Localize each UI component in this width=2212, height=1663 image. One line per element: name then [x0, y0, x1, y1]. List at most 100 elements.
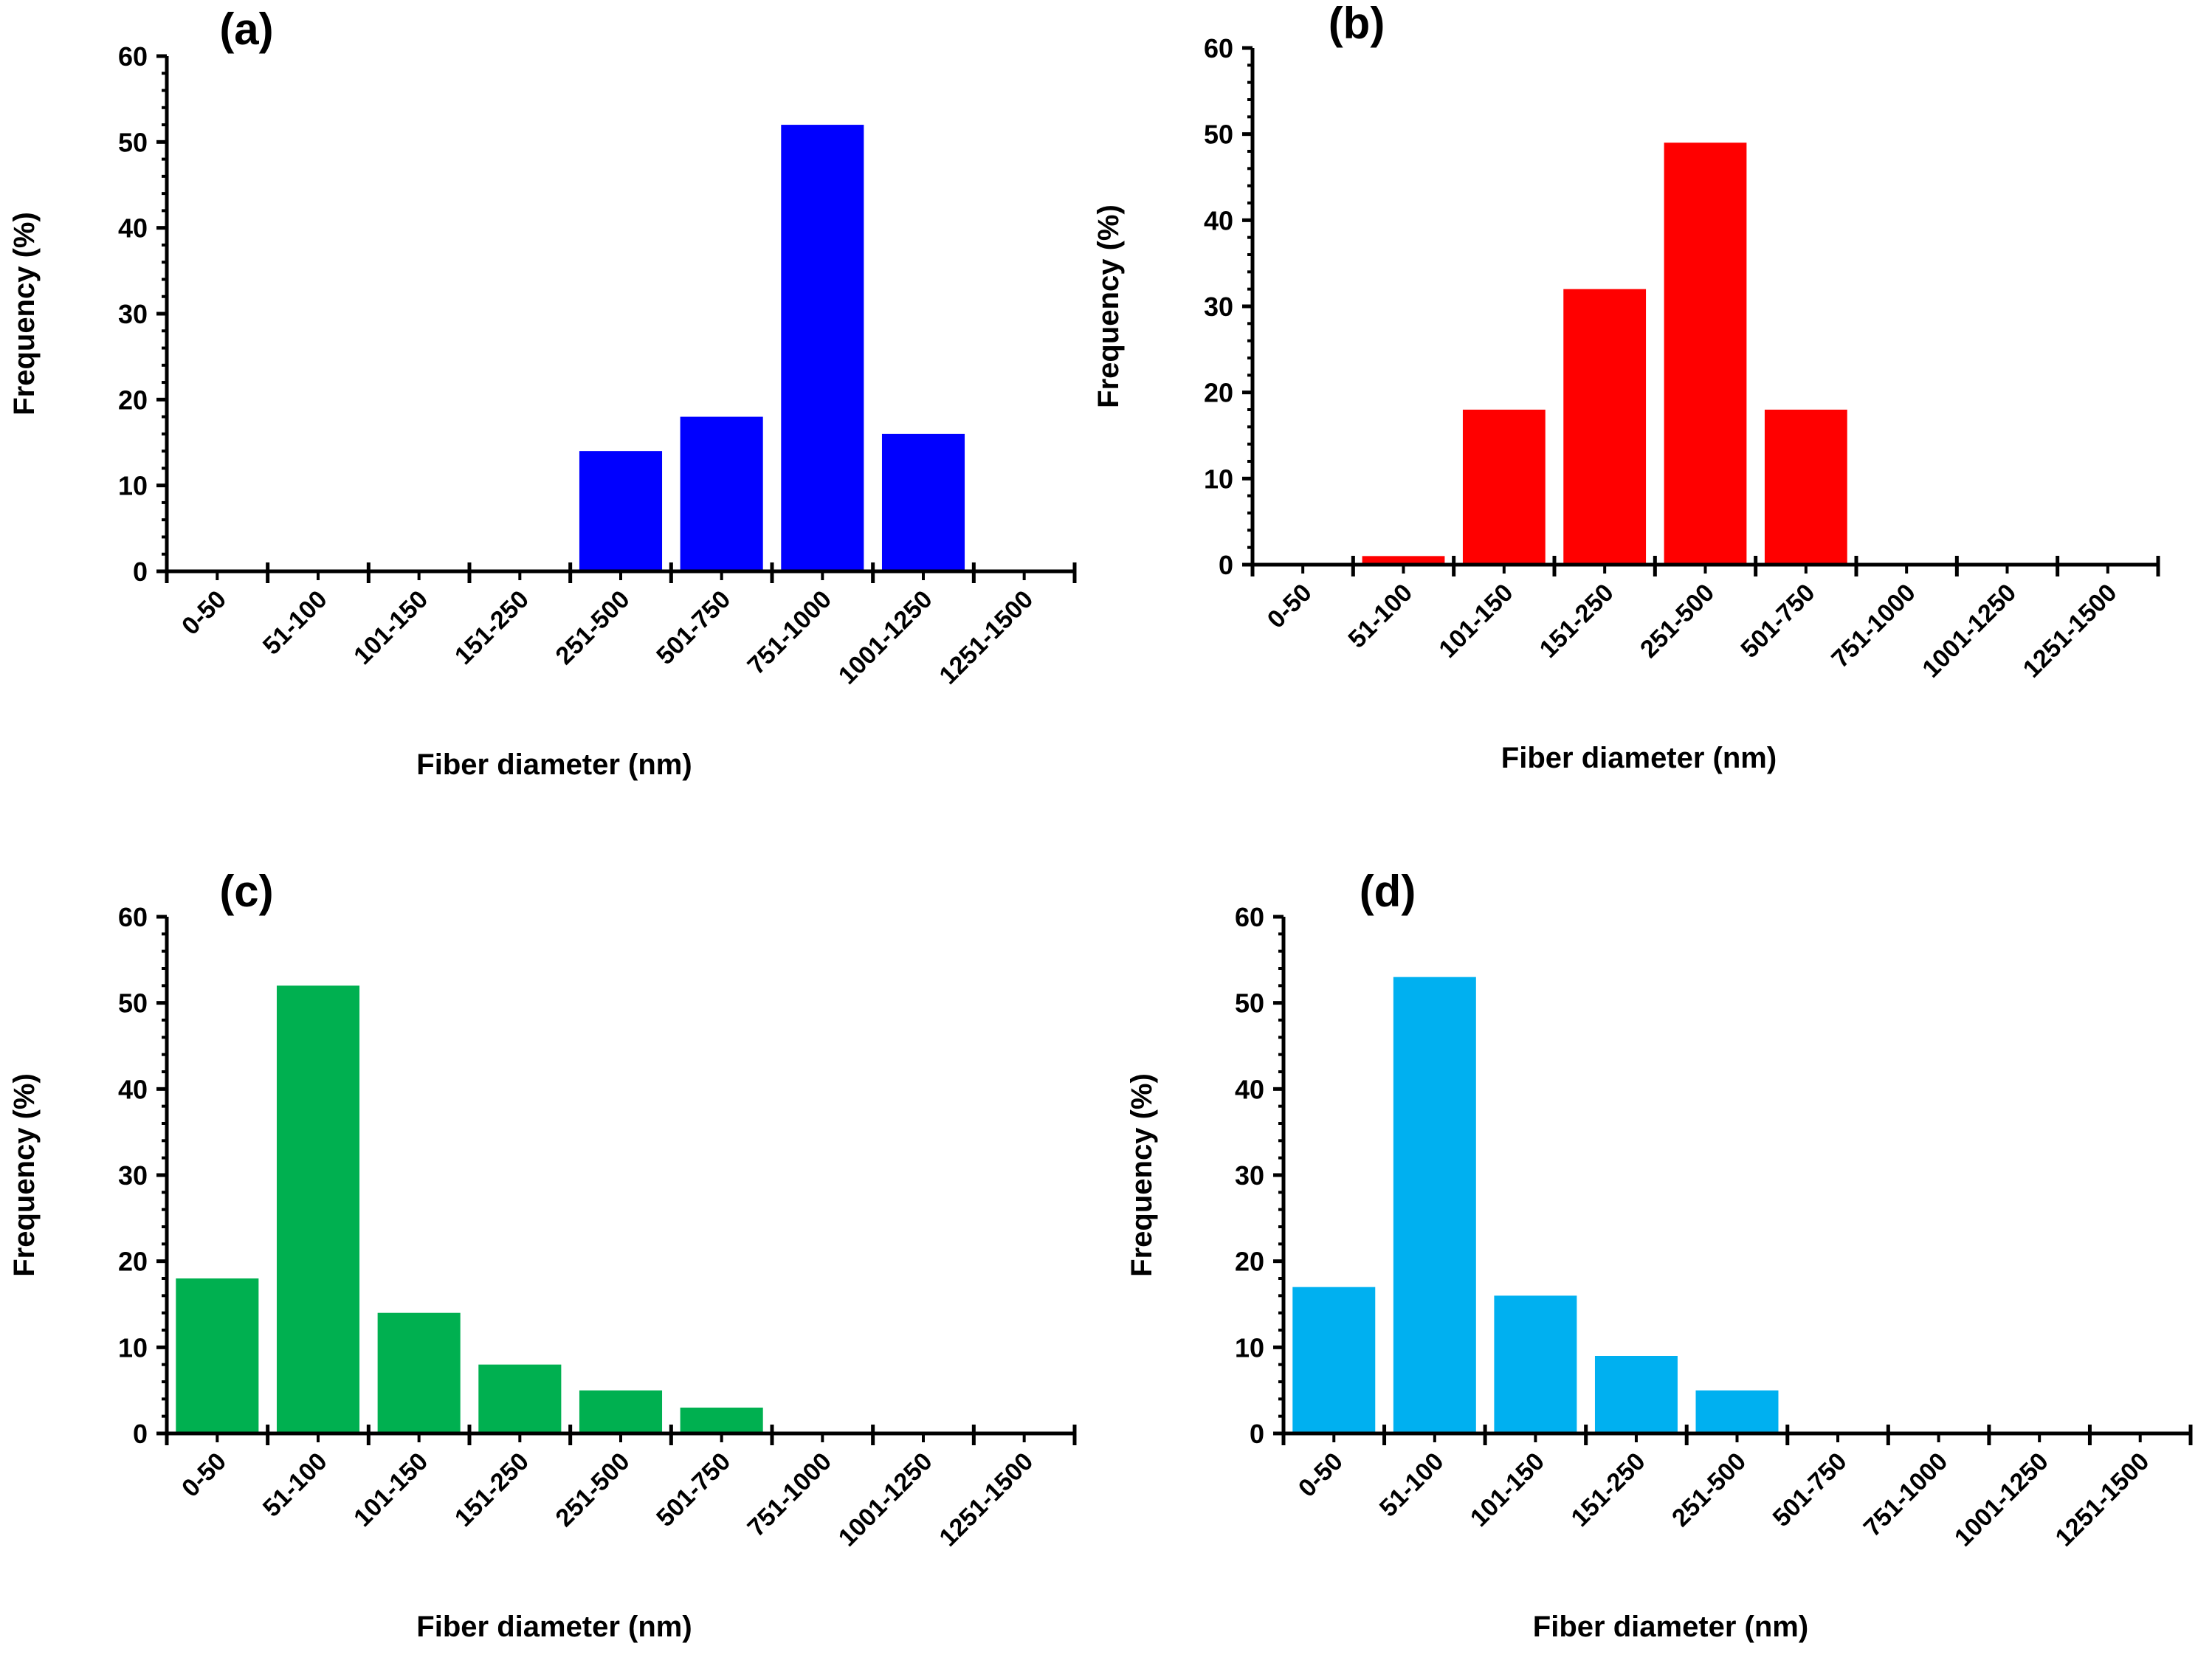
bar: [1292, 1287, 1376, 1433]
bar: [478, 1364, 562, 1433]
y-tick-label: 50: [1235, 988, 1264, 1019]
x-tick-label: 1001-1250: [833, 1447, 938, 1552]
x-axis-title: Fiber diameter (nm): [1533, 1611, 1808, 1643]
x-tick-label: 51-100: [1343, 579, 1418, 654]
x-tick-label: 101-150: [1465, 1447, 1550, 1532]
y-tick-label: 30: [1235, 1160, 1264, 1191]
y-tick-label: 60: [118, 41, 148, 72]
y-tick-label: 0: [1250, 1419, 1264, 1449]
x-tick-label: 501-750: [651, 585, 736, 670]
x-tick-label: 0-50: [1262, 579, 1317, 634]
x-tick-label: 101-150: [348, 1447, 433, 1532]
y-tick-label: 40: [1204, 205, 1233, 235]
x-tick-label: 151-250: [1534, 579, 1619, 664]
x-tick-label: 501-750: [1735, 579, 1820, 664]
bar: [1393, 977, 1476, 1433]
y-tick-label: 40: [118, 1074, 148, 1104]
bar: [1695, 1390, 1779, 1433]
y-tick-label: 40: [118, 213, 148, 244]
x-tick-label: 1001-1250: [1917, 579, 2022, 684]
x-tick-label: 501-750: [651, 1447, 736, 1532]
x-tick-label: 751-1000: [742, 585, 837, 680]
y-tick-label: 30: [1204, 292, 1233, 322]
x-tick-label: 0-50: [176, 585, 232, 641]
y-tick-label: 0: [1219, 550, 1233, 580]
x-tick-label: 151-250: [449, 1447, 534, 1532]
y-axis-title: Frequency (%): [1092, 204, 1125, 408]
x-tick-label: 151-250: [1565, 1447, 1650, 1532]
x-tick-label: 1001-1250: [833, 585, 938, 690]
bar: [881, 433, 965, 571]
x-tick-label: 751-1000: [1858, 1447, 1953, 1542]
x-tick-label: 101-150: [1433, 579, 1518, 664]
panel-title: (a): [219, 4, 273, 54]
x-tick-label: 0-50: [176, 1447, 232, 1503]
x-tick-label: 751-1000: [742, 1447, 837, 1542]
x-tick-label: 1251-1500: [2018, 579, 2123, 684]
bar: [781, 125, 864, 572]
x-tick-label: 751-1000: [1826, 579, 1920, 673]
x-tick-label: 251-500: [1635, 579, 1720, 664]
bar: [680, 416, 763, 571]
y-tick-label: 20: [118, 1247, 148, 1277]
y-tick-label: 0: [133, 557, 148, 587]
x-tick-label: 151-250: [449, 585, 534, 670]
bar: [680, 1408, 763, 1433]
x-tick-label: 51-100: [258, 1447, 333, 1523]
x-tick-label: 1001-1250: [1949, 1447, 2054, 1552]
y-tick-label: 50: [118, 127, 148, 157]
x-tick-label: 1251-1500: [2050, 1447, 2155, 1552]
panel-title: (b): [1329, 0, 1385, 48]
y-tick-label: 30: [118, 299, 148, 329]
x-tick-label: 1251-1500: [934, 1447, 1038, 1552]
x-tick-label: 1251-1500: [934, 585, 1038, 690]
panel-title: (d): [1360, 867, 1416, 916]
bar: [377, 1312, 461, 1433]
chart-panel-a: 0 10 20 30 40 50 60 0-50 51-100 101-150 151-250 251…: [8, 4, 1077, 781]
bar: [1764, 410, 1847, 565]
y-tick-label: 60: [1204, 33, 1233, 63]
y-axis-title: Frequency (%): [1126, 1073, 1158, 1277]
x-tick-label: 251-500: [1667, 1447, 1751, 1532]
x-axis-title: Fiber diameter (nm): [416, 1611, 692, 1643]
bar: [1594, 1356, 1678, 1433]
x-tick-label: 251-500: [551, 585, 635, 670]
y-tick-label: 10: [118, 471, 148, 501]
bar: [1462, 410, 1546, 565]
chart-panel-d: 0 10 20 30 40 50 60 0-50 51-100 101-150 151-250 251…: [1126, 867, 2193, 1643]
bar: [1563, 289, 1647, 565]
y-tick-label: 50: [118, 988, 148, 1019]
chart-panel-c: 0 10 20 30 40 50 60 0-50 51-100 101-150 151-250 251…: [8, 867, 1077, 1643]
y-tick-label: 0: [133, 1419, 148, 1449]
bar: [276, 985, 360, 1433]
bar: [1362, 556, 1445, 565]
x-tick-label: 501-750: [1768, 1447, 1853, 1532]
bar: [1494, 1295, 1577, 1433]
chart-panel-b: 0 10 20 30 40 50 60 0-50 51-100 101-150 151-250 251…: [1092, 0, 2160, 774]
y-tick-label: 20: [1235, 1247, 1264, 1277]
x-tick-label: 251-500: [551, 1447, 635, 1532]
x-axis-title: Fiber diameter (nm): [416, 748, 692, 781]
y-tick-label: 60: [1235, 902, 1264, 932]
y-tick-label: 20: [118, 385, 148, 415]
x-axis-title: Fiber diameter (nm): [1501, 742, 1777, 774]
bar: [1664, 142, 1747, 565]
x-tick-label: 0-50: [1293, 1447, 1348, 1503]
y-tick-label: 60: [118, 902, 148, 932]
y-tick-label: 10: [118, 1332, 148, 1363]
x-tick-label: 101-150: [348, 585, 433, 670]
y-tick-label: 50: [1204, 120, 1233, 150]
panel-title: (c): [219, 867, 273, 916]
y-tick-label: 20: [1204, 378, 1233, 408]
bar: [579, 1390, 663, 1433]
y-tick-label: 40: [1235, 1074, 1264, 1104]
x-tick-label: 51-100: [1374, 1447, 1450, 1523]
y-axis-title: Frequency (%): [8, 1073, 41, 1277]
y-tick-label: 30: [118, 1160, 148, 1191]
y-axis-title: Frequency (%): [8, 212, 41, 416]
bar: [176, 1278, 259, 1433]
y-tick-label: 10: [1204, 464, 1233, 494]
y-tick-label: 10: [1235, 1332, 1264, 1363]
bar: [579, 451, 663, 571]
